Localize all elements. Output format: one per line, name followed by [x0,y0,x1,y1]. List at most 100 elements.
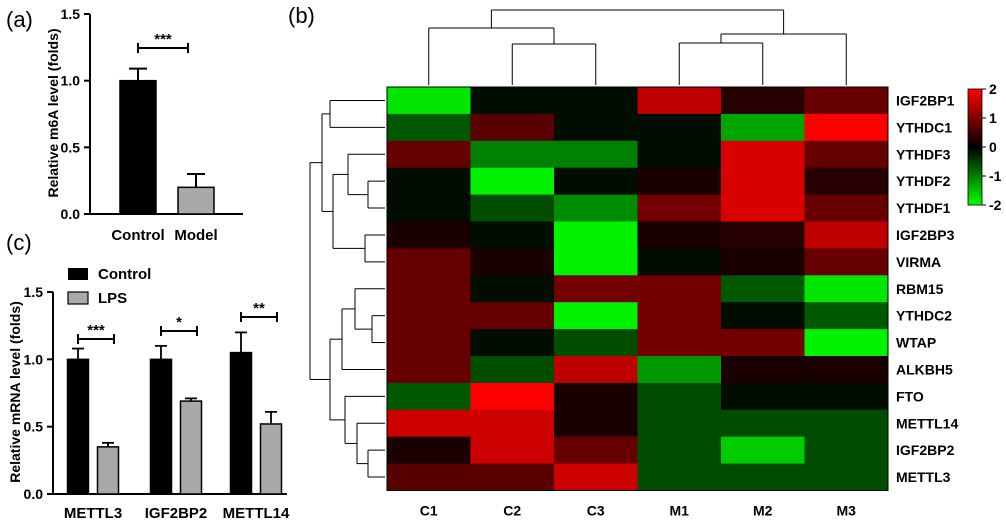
row-label: FTO [896,388,924,404]
heatmap-cell [470,87,555,115]
row-label: YTHDC1 [896,119,952,135]
heatmap-cell [721,356,805,384]
row-label: ALKBH5 [896,361,953,377]
heatmap-cell [554,463,638,491]
heatmap-cell [804,356,889,384]
x-tick-label: Control [111,227,164,244]
heatmap-cell [470,221,555,249]
heatmap-cell [554,436,638,465]
bar [229,351,253,495]
column-label: M3 [837,503,857,519]
chart-c-ylabel: Relative mRNA level (folds) [7,301,23,483]
column-label: C1 [420,503,438,519]
heatmap-cell [721,302,805,330]
heatmap-cell [637,382,722,411]
heatmap-cell [554,302,638,330]
x-tick-label: Model [174,227,217,244]
row-label: YTHDF3 [896,146,951,162]
heatmap-cell [721,409,805,438]
heatmap-cell [554,409,638,438]
row-label: RBM15 [896,281,944,297]
heatmap-cell [721,382,805,411]
bar [179,400,203,495]
heatmap-cell [554,87,638,115]
heatmap-cell [387,436,471,465]
heatmap-cell [637,329,722,357]
chart-a-ylabel: Relative m6A level (folds) [45,28,61,197]
chart-a-significance: *** [137,31,189,53]
chart-a-y-axis: 0.0 0.5 1.0 1.5 [61,6,243,222]
y-tick-label: 0.5 [61,139,81,155]
heatmap-cell [554,167,638,196]
heatmap-cell [470,463,555,491]
heatmap-cell [470,140,555,169]
heatmap-cell [554,194,638,222]
heatmap-cell [470,356,555,384]
heatmap-cell [387,409,471,438]
bar [66,358,90,495]
panel-label-b: (b) [288,3,315,28]
color-scale-legend: 2 1 0 -1 -2 [967,81,1002,213]
heatmap-cell [470,113,555,142]
legend-label-control: Control [98,266,151,283]
heatmap-cell [721,113,805,142]
row-label: IGF2BP3 [896,227,955,243]
heatmap-cell [804,113,889,142]
column-label: M1 [670,503,690,519]
heatmap-cell [387,302,471,330]
heatmap-cell [554,275,638,303]
heatmap-cell [554,382,638,411]
heatmap-cell [387,140,471,169]
heatmap-cell [721,221,805,249]
heatmap-cell [387,87,471,115]
column-label: C3 [587,503,605,519]
heatmap-cell [637,356,722,384]
column-label: C2 [503,503,521,519]
heatmap-cell [804,302,889,330]
heatmap-cell [804,87,889,115]
y-tick-label: 1.5 [61,6,81,22]
bar [149,358,173,495]
chart-a: Relative m6A level (folds) 0.00.51.01.5 … [45,6,243,244]
row-label: METTL14 [896,415,958,431]
heatmap-cell [387,463,471,491]
legend-swatch-lps [67,291,89,305]
heatmap-cell [554,113,638,142]
heatmap-cell [637,167,722,196]
bar [96,446,120,495]
heatmap-cell [470,436,555,465]
heatmap-cell [387,329,471,357]
heatmap-cells [386,86,889,491]
heatmap-cell [804,221,889,249]
heatmap-cell [387,275,471,303]
heatmap-cell [387,194,471,222]
row-label: VIRMA [896,254,941,270]
heatmap-row-labels: IGF2BP1 YTHDC1 YTHDF3 YTHDF2 YTHDF1 IGF2BP3 VI… [896,92,958,485]
significance-label: *** [154,31,172,48]
heatmap-cell [387,167,471,196]
heatmap-cell [637,140,722,169]
heatmap-cell [470,329,555,357]
color-scale-bar [967,88,983,206]
column-label: M2 [753,503,773,519]
y-tick-label: 0.0 [24,486,44,502]
chart-c: Relative mRNA level (folds) 0.0 0.5 1.0 1.5… [7,266,290,522]
x-tick-label: METTL3 [64,505,122,522]
color-scale-label: -2 [989,197,1002,213]
row-label: WTAP [896,335,936,351]
panel-label-c: (c) [6,230,32,255]
heatmap-cell [637,113,722,142]
bar [259,423,283,495]
y-tick-label: 1.0 [24,351,44,367]
y-tick-label: 0.5 [24,419,44,435]
x-tick-label: METTL14 [223,505,290,522]
heatmap-cell [637,302,722,330]
heatmap-cell [721,329,805,357]
heatmap-cell [470,302,555,330]
heatmap-cell [470,382,555,411]
legend-swatch-control [68,268,88,280]
heatmap-cell [470,194,555,222]
heatmap-cell [554,221,638,249]
heatmap-cell [804,194,889,222]
chart-b-heatmap: IGF2BP1 YTHDC1 YTHDF3 YTHDF2 YTHDF1 IGF2BP3 VI… [309,9,1002,519]
